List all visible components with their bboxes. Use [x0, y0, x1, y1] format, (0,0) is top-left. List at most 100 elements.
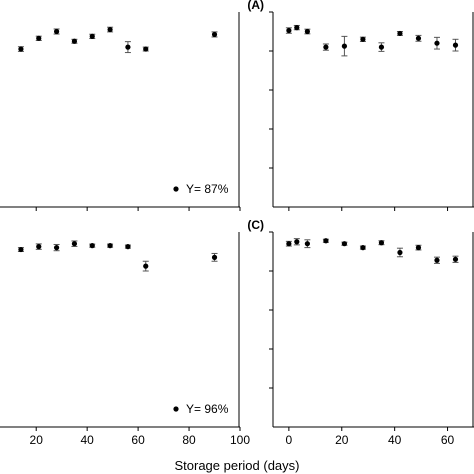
marker	[71, 241, 78, 247]
x-tick-label: 20	[30, 433, 44, 447]
annotation-text: Y= 96%	[186, 402, 229, 416]
chart-panel-3: 20 40 60 80 100 Y= 96%	[0, 232, 250, 447]
data-point	[396, 30, 403, 37]
data-point	[359, 245, 366, 251]
data-point	[433, 36, 440, 50]
chart-panel-2: (A)	[247, 0, 474, 211]
marker	[53, 28, 60, 35]
annotation-marker	[173, 406, 179, 412]
data-point	[89, 33, 96, 40]
marker	[323, 238, 329, 244]
data-point	[452, 255, 459, 263]
marker	[286, 27, 292, 34]
marker	[378, 44, 385, 50]
marker	[397, 249, 403, 256]
marker	[323, 44, 329, 50]
x-tick-label: 80	[182, 433, 196, 447]
marker	[125, 44, 131, 50]
marker	[434, 257, 440, 263]
marker	[286, 241, 292, 247]
data-point	[433, 256, 440, 264]
marker	[360, 36, 366, 42]
marker	[434, 40, 440, 46]
data-point	[211, 31, 218, 38]
data-point	[341, 241, 348, 247]
data-point	[71, 240, 78, 247]
data-point	[53, 28, 60, 35]
marker	[211, 254, 218, 260]
data-point	[124, 41, 131, 54]
data-point	[396, 247, 403, 258]
chart-panel-4: 0 20 40 60 (C)	[247, 218, 474, 447]
data-point	[285, 240, 292, 247]
marker	[360, 245, 366, 251]
data-point	[89, 243, 96, 249]
marker	[143, 46, 149, 52]
x-tick-label: 0	[286, 433, 293, 447]
x-tick-label: 60	[441, 433, 455, 447]
data-point	[452, 38, 459, 52]
data-point	[341, 35, 348, 57]
panel-label: (A)	[247, 0, 264, 12]
data-point	[35, 243, 42, 250]
marker	[107, 26, 113, 33]
chart-panel-1: Y= 87%	[0, 12, 241, 211]
marker	[415, 245, 422, 251]
marker	[71, 38, 78, 44]
data-point	[124, 244, 131, 250]
marker	[397, 30, 403, 37]
x-axis-label: Storage period (days)	[174, 458, 299, 473]
panels: Y= 87% (A) 20 40 60 80 100 Y= 96% 0 20 40 60 (C)	[0, 0, 474, 447]
x-tick-label: 100	[230, 433, 250, 447]
data-point	[107, 243, 114, 249]
data-point	[359, 36, 366, 42]
data-point	[322, 238, 329, 244]
panel-label: (C)	[247, 218, 264, 232]
marker	[143, 263, 149, 269]
marker	[36, 244, 42, 250]
data-point	[142, 260, 149, 272]
x-tick-label: 60	[131, 433, 145, 447]
marker	[378, 240, 385, 246]
x-tick-label: 40	[80, 433, 94, 447]
data-point	[304, 28, 311, 35]
annotation-text: Y= 87%	[186, 182, 229, 196]
data-point	[17, 246, 24, 253]
data-point	[142, 46, 149, 52]
marker	[294, 25, 300, 31]
marker	[18, 46, 24, 52]
data-point	[378, 240, 385, 246]
marker	[341, 43, 348, 49]
data-point	[35, 35, 42, 41]
data-point	[107, 26, 114, 33]
marker	[341, 241, 348, 247]
x-tick-label: 40	[388, 433, 402, 447]
data-point	[293, 238, 300, 246]
data-point	[293, 24, 300, 31]
marker	[107, 243, 113, 249]
marker	[452, 42, 459, 48]
marker	[415, 35, 422, 41]
marker	[18, 246, 24, 253]
data-point	[322, 43, 329, 51]
data-point	[17, 46, 24, 52]
marker	[53, 245, 60, 251]
marker	[89, 33, 95, 39]
data-point	[211, 252, 218, 262]
marker	[294, 239, 300, 245]
data-point	[415, 34, 422, 42]
marker	[304, 28, 310, 35]
data-point	[285, 27, 292, 34]
x-tick-label: 20	[335, 433, 349, 447]
marker	[452, 256, 459, 262]
data-point	[53, 243, 60, 252]
marker	[89, 243, 95, 249]
marker	[125, 244, 131, 250]
marker	[36, 35, 42, 41]
marker	[304, 241, 310, 247]
annotation-marker	[173, 186, 179, 192]
data-point	[415, 244, 422, 251]
data-point	[71, 38, 78, 44]
data-point	[304, 239, 311, 249]
